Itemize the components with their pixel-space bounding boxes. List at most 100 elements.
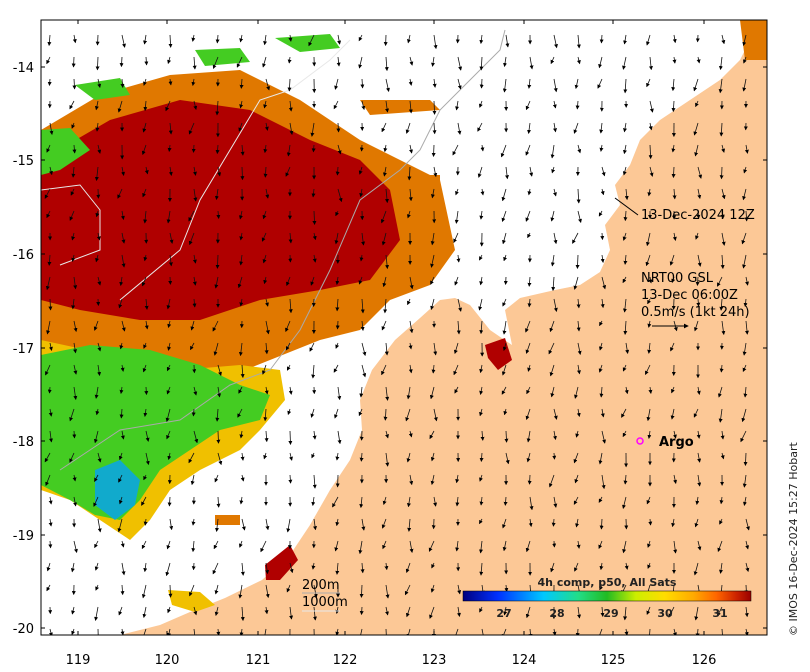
current-vector (553, 78, 558, 93)
current-vector (719, 166, 724, 180)
current-vector (432, 78, 437, 88)
current-vector (117, 100, 123, 113)
colorbar-title: 4h comp, p50, All Sats (538, 576, 677, 589)
current-vector (262, 56, 267, 68)
current-vector (238, 584, 243, 599)
current-vector (143, 628, 147, 635)
current-vector (429, 386, 435, 400)
x-tick-label: 121 (246, 653, 271, 668)
current-vector (143, 562, 148, 573)
current-vector (191, 144, 196, 153)
current-vector (93, 496, 99, 507)
current-vector (408, 78, 413, 86)
current-vector (526, 452, 531, 463)
current-vector (478, 100, 483, 108)
argo-marker[interactable] (636, 437, 644, 445)
current-vector (71, 56, 76, 68)
current-vector (742, 188, 747, 201)
current-vector (45, 364, 51, 376)
current-vector (743, 56, 747, 64)
current-vector (359, 496, 364, 509)
current-vector (381, 122, 387, 133)
current-vector (431, 562, 435, 569)
current-vector (48, 540, 53, 549)
current-vector (721, 320, 726, 336)
current-vector (385, 78, 390, 92)
current-vector (744, 628, 749, 635)
current-vector (525, 144, 531, 156)
current-vector (549, 320, 555, 333)
current-vector (73, 276, 78, 290)
current-vector (97, 78, 102, 88)
current-vector (622, 276, 627, 284)
current-vector (193, 188, 198, 202)
current-vector (600, 408, 605, 418)
current-vector (264, 122, 269, 131)
current-vector (385, 628, 387, 635)
current-vector (167, 628, 171, 635)
current-vector (697, 166, 703, 179)
x-tick-label: 124 (512, 653, 537, 668)
current-vector (479, 276, 484, 286)
current-vector (598, 540, 603, 550)
current-vector (431, 364, 436, 374)
current-vector (167, 496, 172, 507)
current-vector (240, 166, 245, 181)
current-vector (117, 518, 123, 533)
current-vector (646, 408, 651, 422)
current-vector (312, 474, 317, 489)
current-vector (381, 320, 387, 331)
current-vector (550, 144, 555, 159)
current-vector (623, 210, 628, 222)
current-vector (408, 100, 413, 114)
current-vector (647, 540, 651, 548)
current-vector (47, 34, 52, 47)
current-vector (502, 298, 507, 307)
current-vector (94, 562, 99, 571)
current-vector (574, 386, 579, 399)
current-vector (361, 342, 367, 357)
current-vector (646, 34, 651, 46)
current-vector (575, 518, 580, 528)
current-vector (145, 452, 150, 466)
current-vector (648, 276, 653, 284)
current-vector (621, 408, 627, 418)
current-vector (337, 430, 342, 445)
current-vector (239, 34, 244, 43)
current-vector (212, 320, 219, 332)
current-vector (69, 100, 75, 110)
current-vector (672, 232, 677, 241)
current-vector (480, 188, 485, 196)
current-vector (502, 540, 507, 552)
current-vector (143, 474, 147, 481)
current-vector (575, 100, 580, 110)
current-vector (430, 452, 435, 462)
current-vector (264, 606, 269, 615)
current-vector (334, 78, 339, 90)
current-vector (549, 364, 555, 377)
current-vector (95, 122, 100, 132)
current-vector (288, 386, 293, 395)
current-vector (456, 606, 461, 617)
current-vector (118, 496, 123, 505)
current-vector (311, 452, 316, 459)
current-vector (697, 474, 702, 487)
current-vector (433, 166, 438, 178)
current-vector (285, 342, 291, 351)
current-vector (289, 606, 294, 620)
current-vector (288, 34, 293, 42)
current-vector (574, 562, 579, 572)
current-vector (167, 606, 171, 614)
current-vector (238, 122, 243, 132)
current-vector (505, 34, 510, 48)
current-vector (47, 386, 52, 394)
current-vector (455, 540, 460, 552)
current-vector (430, 276, 435, 285)
current-vector (719, 122, 724, 137)
current-vector (741, 232, 747, 245)
current-vector (169, 232, 174, 244)
current-vector (527, 474, 532, 485)
colorbar-tick-label: 30 (657, 607, 673, 620)
current-vector (622, 56, 627, 70)
current-vector (622, 496, 627, 509)
